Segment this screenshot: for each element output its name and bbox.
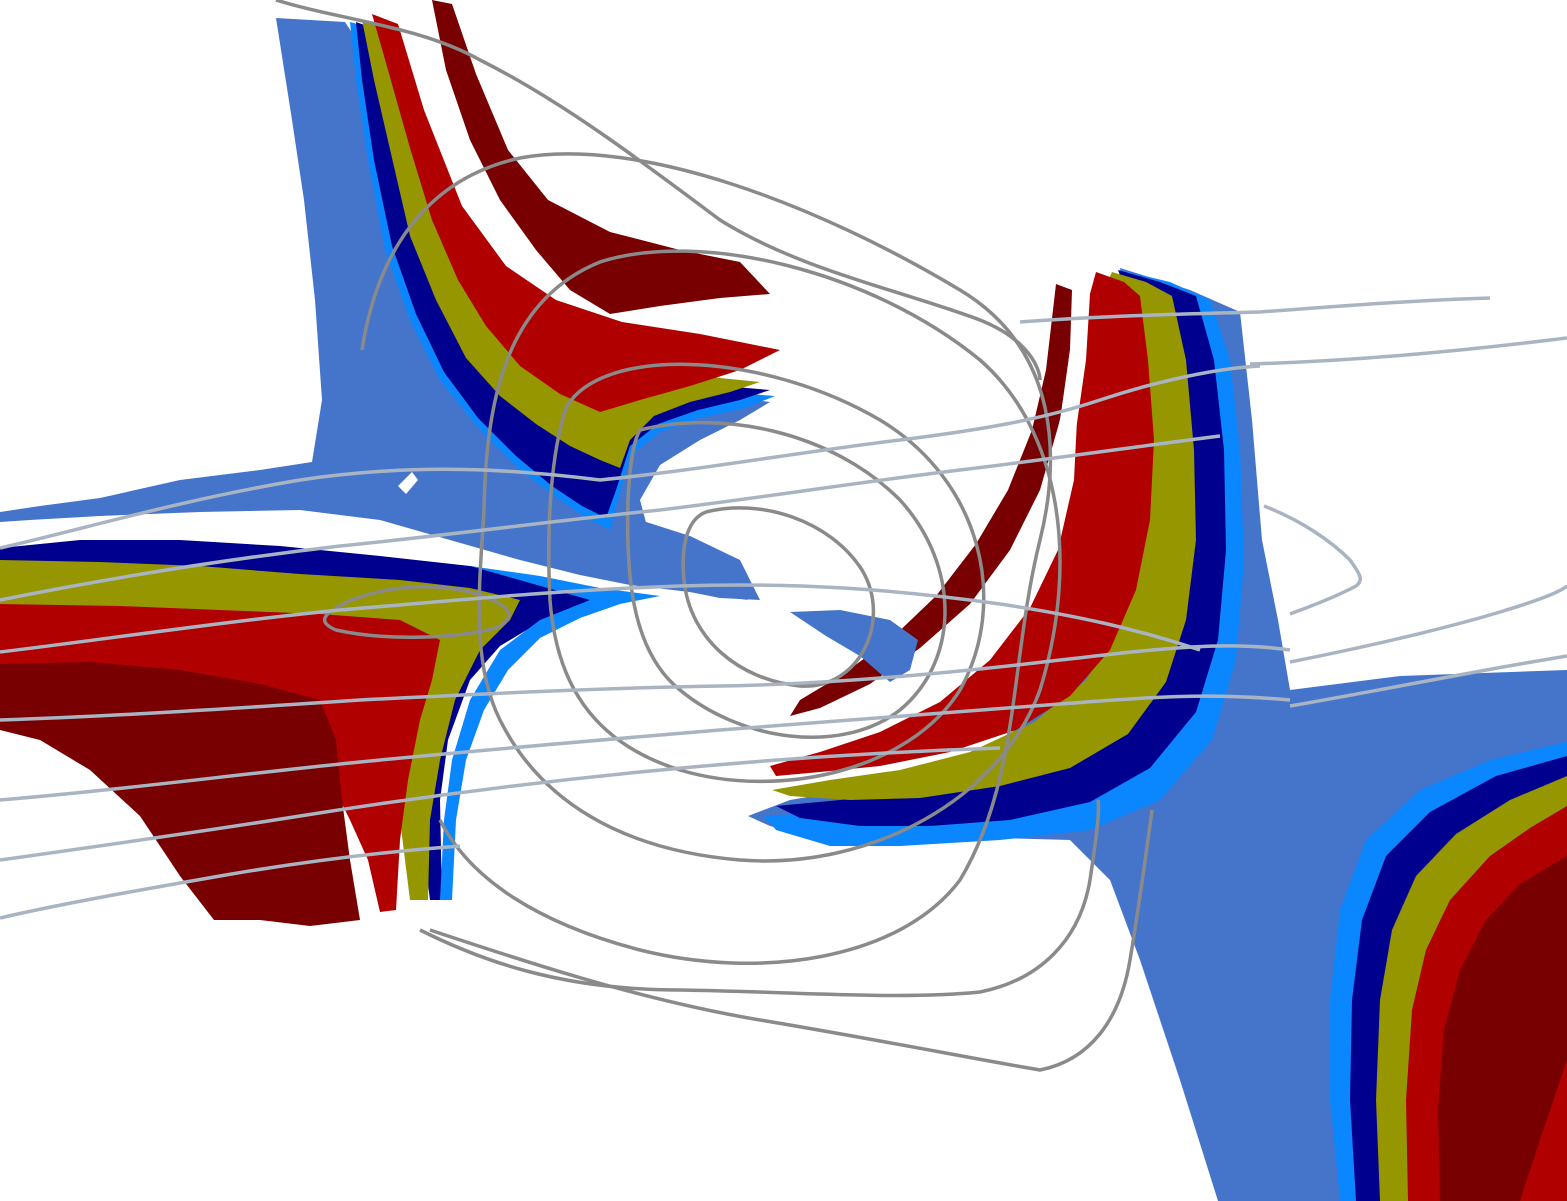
- contour-outer-lower: [429, 809, 1154, 1072]
- contour-loop-2: [625, 420, 947, 739]
- band-olive-right: [772, 272, 1196, 800]
- band-maroon-lower-left: [0, 662, 360, 926]
- contour-loop-1: [681, 506, 876, 688]
- light-contour-right-1: [1249, 336, 1567, 366]
- light-contour-6: [0, 746, 1001, 862]
- light-contour-4: [0, 644, 1291, 722]
- band-light-lower-left: [440, 566, 660, 900]
- light-contour-3: [0, 583, 1201, 654]
- light-contour-7: [0, 844, 461, 920]
- band-maroon-lower-right: [1438, 856, 1567, 1201]
- band-maroon-upper-left: [432, 0, 770, 314]
- band-red-upper-left: [372, 14, 780, 412]
- contour-loop-3: [547, 362, 986, 784]
- contour-left-loop: [322, 585, 511, 640]
- dark-contour-group: [275, 0, 1154, 1072]
- contour-loop-4: [477, 249, 1062, 863]
- band-maroon-right: [790, 284, 1072, 716]
- upper-left-lobe: [0, 0, 780, 600]
- light-contour-5: [0, 694, 1291, 802]
- light-contour-right-4: [1289, 654, 1567, 708]
- notch-white-upper-left: [398, 472, 418, 494]
- light-contour-group: [0, 296, 1567, 920]
- light-contour-2: [0, 434, 1221, 602]
- band-outer-center-spur: [640, 520, 760, 600]
- light-contour-right-2: [1263, 504, 1362, 616]
- light-contour-right-3: [1289, 584, 1567, 664]
- contour-loop-5: [360, 152, 1053, 965]
- contour-outer-upper: [275, 0, 1042, 381]
- sliver-white-right: [1010, 294, 1090, 580]
- band-outer-center-island: [790, 610, 918, 682]
- contour-loop-6: [419, 799, 1101, 998]
- lower-left-lobe: [0, 540, 660, 926]
- lower-right-lobe: [1330, 742, 1567, 1201]
- band-red-right: [770, 272, 1154, 776]
- light-contour-1: [0, 364, 1261, 550]
- light-contour-upper-right: [1019, 296, 1491, 324]
